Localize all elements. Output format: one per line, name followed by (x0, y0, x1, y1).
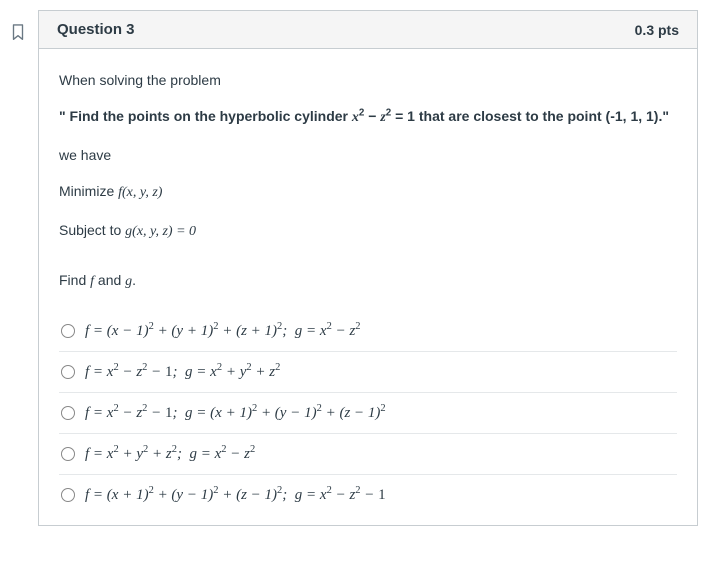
option-label: f = x2 − z2 − 1; g = (x + 1)2 + (y − 1)2… (85, 401, 386, 425)
answer-option[interactable]: f = (x + 1)2 + (y − 1)2 + (z − 1)2; g = … (59, 474, 677, 515)
option-label: f = (x + 1)2 + (y − 1)2 + (z − 1)2; g = … (85, 483, 386, 507)
radio-icon[interactable] (61, 324, 75, 338)
answer-option[interactable]: f = x2 − z2 − 1; g = (x + 1)2 + (y − 1)2… (59, 392, 677, 433)
question-card: Question 3 0.3 pts When solving the prob… (38, 10, 698, 526)
option-label: f = x2 + y2 + z2; g = x2 − z2 (85, 442, 255, 466)
option-label: f = (x − 1)2 + (y + 1)2 + (z + 1)2; g = … (85, 319, 361, 343)
answer-options: f = (x − 1)2 + (y + 1)2 + (z + 1)2; g = … (59, 311, 677, 515)
radio-icon[interactable] (61, 406, 75, 420)
find-line: Find f and g. (59, 269, 677, 293)
option-label: f = x2 − z2 − 1; g = x2 + y2 + z2 (85, 360, 280, 384)
radio-icon[interactable] (61, 447, 75, 461)
bookmark-flag-icon[interactable] (10, 24, 26, 42)
question-points: 0.3 pts (635, 22, 679, 38)
minimize-line: Minimize f(x, y, z) (59, 180, 677, 204)
problem-statement: " Find the points on the hyperbolic cyli… (59, 105, 677, 129)
we-have-text: we have (59, 144, 677, 166)
question-body: When solving the problem " Find the poin… (39, 49, 697, 525)
answer-option[interactable]: f = x2 + y2 + z2; g = x2 − z2 (59, 433, 677, 474)
radio-icon[interactable] (61, 365, 75, 379)
subject-to-line: Subject to g(x, y, z) = 0 (59, 219, 677, 243)
radio-icon[interactable] (61, 488, 75, 502)
question-header: Question 3 0.3 pts (39, 11, 697, 49)
question-title: Question 3 (57, 21, 135, 38)
answer-option[interactable]: f = (x − 1)2 + (y + 1)2 + (z + 1)2; g = … (59, 311, 677, 351)
intro-text: When solving the problem (59, 69, 677, 91)
answer-option[interactable]: f = x2 − z2 − 1; g = x2 + y2 + z2 (59, 351, 677, 392)
